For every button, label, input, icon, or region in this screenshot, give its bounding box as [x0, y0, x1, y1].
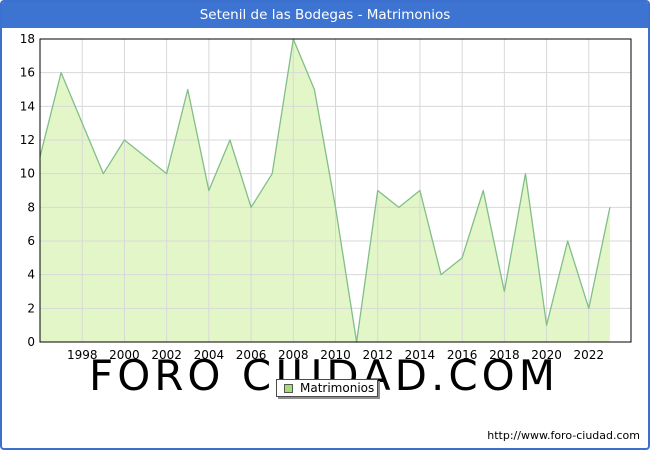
x-tick-label: 2000	[109, 348, 140, 362]
title-bar: Setenil de las Bodegas - Matrimonios	[2, 2, 648, 28]
legend: Matrimonios	[276, 379, 378, 397]
y-tick-label: 0	[27, 335, 35, 349]
y-tick-label: 12	[20, 133, 35, 147]
y-tick-label: 18	[20, 32, 35, 46]
plot-border	[39, 38, 632, 343]
legend-swatch-icon	[284, 383, 293, 393]
legend-label: Matrimonios	[300, 381, 375, 395]
data-line	[39, 38, 611, 343]
y-tick-label: 8	[27, 200, 35, 214]
x-tick-label: 2004	[194, 348, 225, 362]
page-title: Setenil de las Bodegas - Matrimonios	[199, 7, 451, 23]
x-tick-label: 2010	[320, 348, 351, 362]
x-tick-label: 2014	[405, 348, 436, 362]
x-tick-label: 2008	[278, 348, 309, 362]
y-tick-label: 6	[27, 234, 35, 248]
y-tick-label: 10	[20, 167, 35, 181]
footer-url[interactable]: http://www.foro-ciudad.com	[487, 429, 640, 442]
y-tick-label: 14	[20, 99, 35, 113]
y-tick-label: 16	[20, 66, 35, 80]
x-tick-label: 2006	[236, 348, 267, 362]
x-tick-label: 2018	[489, 348, 520, 362]
x-tick-label: 2002	[151, 348, 182, 362]
x-tick-label: 2012	[362, 348, 393, 362]
y-tick-label: 4	[27, 268, 35, 282]
area-fill	[40, 39, 610, 342]
y-tick-label: 2	[27, 301, 35, 315]
x-tick-label: 2022	[574, 348, 605, 362]
x-tick-label: 1998	[67, 348, 98, 362]
x-tick-label: 2020	[531, 348, 562, 362]
x-tick-label: 2016	[447, 348, 478, 362]
